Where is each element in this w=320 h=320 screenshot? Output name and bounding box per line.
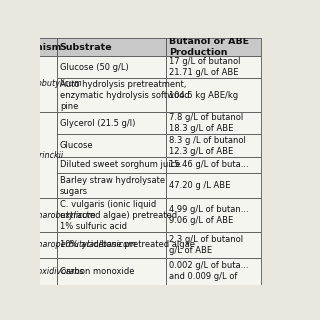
- Text: Glycerol (21.5 g/l): Glycerol (21.5 g/l): [60, 119, 135, 128]
- Bar: [166, 112, 261, 134]
- Bar: [166, 38, 261, 56]
- Bar: [166, 134, 261, 157]
- Bar: [57, 173, 166, 198]
- Bar: [57, 56, 166, 78]
- Text: C. beijerinckii: C. beijerinckii: [9, 151, 63, 160]
- Bar: [8, 258, 57, 285]
- Text: 8.3 g /L of butanol
12.3 g/L of ABE: 8.3 g /L of butanol 12.3 g/L of ABE: [169, 136, 246, 156]
- Bar: [8, 38, 57, 56]
- Text: C. saccharoperbutylacetonicum: C. saccharoperbutylacetonicum: [9, 240, 136, 249]
- Text: Butanol or ABE
Production: Butanol or ABE Production: [169, 37, 249, 57]
- Text: 0.002 g/L of buta...
and 0.009 g/L of: 0.002 g/L of buta... and 0.009 g/L of: [169, 261, 248, 281]
- Bar: [166, 232, 261, 258]
- Text: Carbon monoxide: Carbon monoxide: [60, 267, 134, 276]
- Bar: [166, 198, 261, 232]
- Text: Glucose: Glucose: [60, 141, 93, 150]
- Bar: [166, 157, 261, 173]
- Text: Substrate: Substrate: [60, 43, 112, 52]
- Text: Glucose (50 g/L): Glucose (50 g/L): [60, 63, 129, 72]
- Bar: [166, 173, 261, 198]
- Bar: [57, 134, 166, 157]
- Text: Barley straw hydrolysate
sugars: Barley straw hydrolysate sugars: [60, 176, 165, 196]
- Bar: [166, 258, 261, 285]
- Bar: [57, 198, 166, 232]
- Text: 104.5 kg ABE/kg: 104.5 kg ABE/kg: [169, 91, 238, 100]
- Bar: [57, 78, 166, 112]
- Bar: [8, 232, 57, 258]
- Text: C. vulgaris (ionic liquid
extracted algae) pretreated
1% sulfuric acid: C. vulgaris (ionic liquid extracted alga…: [60, 200, 177, 231]
- Bar: [166, 78, 261, 112]
- Text: 15.46 g/L of buta...: 15.46 g/L of buta...: [169, 160, 249, 169]
- Text: 17 g/L of butanol
21.71 g/L of ABE: 17 g/L of butanol 21.71 g/L of ABE: [169, 57, 240, 77]
- Text: C. saccharobutylicum: C. saccharobutylicum: [9, 211, 95, 220]
- Bar: [166, 56, 261, 78]
- Text: Diluted sweet sorghum juice: Diluted sweet sorghum juice: [60, 160, 180, 169]
- Bar: [57, 157, 166, 173]
- Bar: [57, 232, 166, 258]
- Text: C. acetobutylicum: C. acetobutylicum: [9, 79, 82, 89]
- Text: 47.20 g /L ABE: 47.20 g /L ABE: [169, 181, 230, 190]
- Bar: [57, 112, 166, 134]
- Text: Organism: Organism: [10, 43, 62, 52]
- Bar: [8, 112, 57, 198]
- Text: 4.99 g/L of butan...
9.06 g/L of ABE: 4.99 g/L of butan... 9.06 g/L of ABE: [169, 205, 249, 225]
- Text: 7.8 g/L of butanol
18.3 g/L of ABE: 7.8 g/L of butanol 18.3 g/L of ABE: [169, 113, 243, 133]
- Text: Auto hydrolysis pretreatment,
enzymatic hydrolysis softwood
pine: Auto hydrolysis pretreatment, enzymatic …: [60, 80, 189, 111]
- Text: 2.3 g/L of butanol
g/L of ABE: 2.3 g/L of butanol g/L of ABE: [169, 235, 243, 255]
- Text: 10% acid/base pretreated algae: 10% acid/base pretreated algae: [60, 240, 195, 249]
- Bar: [57, 38, 166, 56]
- Bar: [57, 258, 166, 285]
- Text: C. carboxidivorans: C. carboxidivorans: [9, 267, 84, 276]
- Bar: [8, 56, 57, 112]
- Bar: [8, 198, 57, 232]
